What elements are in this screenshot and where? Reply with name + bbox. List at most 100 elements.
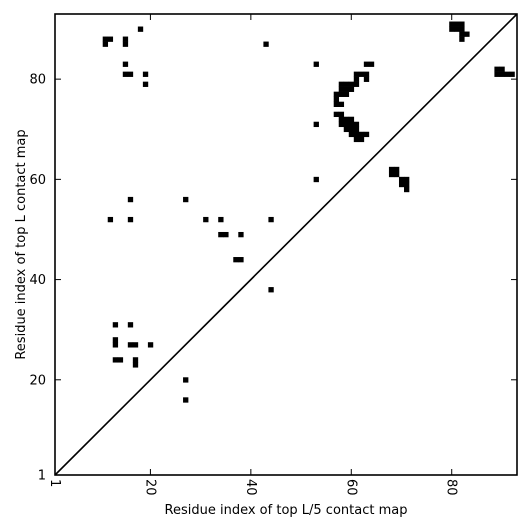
contact-cell bbox=[348, 131, 355, 138]
contact-cell bbox=[353, 121, 360, 128]
contact-cell bbox=[183, 196, 189, 203]
contact-cell bbox=[338, 86, 345, 92]
contact-cell bbox=[358, 71, 365, 77]
contact-cell bbox=[398, 181, 405, 188]
contact-cell bbox=[459, 26, 465, 32]
plot-frame bbox=[54, 13, 518, 476]
contact-cell bbox=[183, 377, 189, 383]
contact-cell bbox=[112, 322, 119, 328]
contact-cell bbox=[363, 131, 370, 138]
contact-cell bbox=[368, 61, 375, 67]
contact-cell bbox=[348, 121, 355, 128]
y-tick-label: 20 bbox=[29, 373, 46, 388]
contact-cell bbox=[348, 126, 355, 133]
contact-marks bbox=[102, 21, 515, 403]
contact-cell bbox=[343, 91, 350, 97]
contact-cell bbox=[343, 81, 350, 87]
contact-cell bbox=[353, 126, 360, 133]
x-axis-label: Residue index of top L/5 contact map bbox=[165, 503, 408, 518]
contact-cell bbox=[218, 231, 224, 238]
contact-cell bbox=[454, 26, 460, 32]
contact-cell bbox=[238, 257, 244, 263]
contact-cell bbox=[142, 71, 149, 77]
contact-cell bbox=[218, 216, 224, 223]
contact-cell bbox=[459, 21, 465, 27]
contact-cell bbox=[112, 357, 119, 363]
contact-cell bbox=[268, 216, 274, 223]
contact-cell bbox=[333, 91, 340, 97]
contact-cell bbox=[203, 216, 209, 223]
contact-cell bbox=[107, 216, 114, 223]
contact-cell bbox=[504, 71, 510, 77]
contact-cell bbox=[348, 86, 355, 92]
y-tick-label: 40 bbox=[29, 273, 46, 288]
contact-cell bbox=[102, 36, 109, 42]
contact-cell bbox=[142, 81, 149, 87]
contact-cell bbox=[404, 176, 410, 183]
y-tick-label: 80 bbox=[29, 73, 46, 88]
contact-cell bbox=[333, 111, 340, 118]
contact-cell bbox=[127, 196, 134, 203]
contact-cell bbox=[338, 111, 345, 118]
contact-cell bbox=[338, 116, 345, 123]
contact-cell bbox=[117, 357, 124, 363]
x-tick-label: 80 bbox=[444, 479, 459, 496]
contact-cell bbox=[363, 61, 370, 67]
contact-cell bbox=[449, 21, 455, 27]
contact-cell bbox=[127, 322, 134, 328]
contact-cell bbox=[388, 171, 395, 178]
contact-cell bbox=[147, 342, 154, 348]
contact-cell bbox=[223, 231, 229, 238]
contact-cell bbox=[112, 342, 119, 348]
contact-cell bbox=[393, 166, 400, 173]
contact-cell bbox=[363, 76, 370, 82]
contact-cell bbox=[183, 397, 189, 403]
contact-cell bbox=[494, 66, 500, 72]
y-tick-label: 60 bbox=[29, 173, 46, 188]
contact-cell bbox=[102, 41, 109, 47]
contact-cell bbox=[132, 342, 139, 348]
contact-cell bbox=[313, 176, 319, 183]
contact-cell bbox=[338, 101, 345, 107]
contact-cell bbox=[449, 26, 455, 32]
contact-cell bbox=[127, 216, 134, 223]
contact-cell bbox=[127, 342, 134, 348]
contact-cell bbox=[333, 96, 340, 102]
contact-cell bbox=[494, 71, 500, 77]
contact-cell bbox=[233, 257, 239, 263]
contact-cell bbox=[499, 66, 505, 72]
contact-cell bbox=[509, 71, 515, 77]
contact-cell bbox=[343, 116, 350, 123]
contact-cell bbox=[122, 41, 129, 47]
contact-cell bbox=[238, 231, 244, 238]
contact-cell bbox=[454, 21, 460, 27]
x-tick-label: 20 bbox=[142, 479, 157, 496]
contact-cell bbox=[459, 31, 465, 37]
contact-cell bbox=[122, 71, 129, 77]
contact-cell bbox=[338, 91, 345, 97]
x-tick-label: 60 bbox=[343, 479, 358, 496]
contact-cell bbox=[137, 26, 144, 32]
tick-labels: 1 20 40 60 80 1 20 40 60 80 bbox=[29, 73, 458, 496]
contact-cell bbox=[338, 81, 345, 87]
contact-cell bbox=[353, 81, 360, 87]
contact-cell bbox=[464, 31, 470, 37]
diagonal-line bbox=[54, 13, 518, 476]
contact-cell bbox=[122, 36, 129, 42]
contact-cell bbox=[343, 126, 350, 133]
contact-cell bbox=[132, 362, 139, 368]
contact-cell bbox=[388, 166, 395, 173]
contact-cell bbox=[358, 131, 365, 138]
contact-cell bbox=[343, 86, 350, 92]
contact-cell bbox=[353, 131, 360, 138]
contact-cell bbox=[313, 121, 319, 128]
contact-cell bbox=[132, 357, 139, 363]
contact-cell bbox=[353, 76, 360, 82]
contact-cell bbox=[499, 71, 505, 77]
contact-cell bbox=[333, 101, 340, 107]
contact-cell bbox=[348, 81, 355, 87]
contact-cell bbox=[404, 181, 410, 188]
x-tick-label: 1 bbox=[47, 479, 62, 487]
contact-cell bbox=[127, 71, 134, 77]
